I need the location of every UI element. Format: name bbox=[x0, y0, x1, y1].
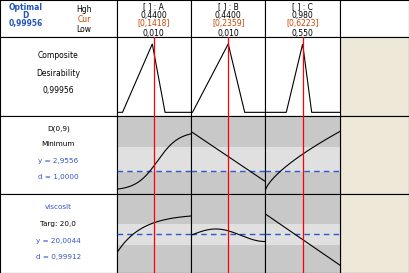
Bar bbox=[191, 224, 265, 245]
Text: [ ] : C: [ ] : C bbox=[292, 2, 313, 11]
Text: y = 20,0044: y = 20,0044 bbox=[36, 238, 81, 244]
Text: 0,4400: 0,4400 bbox=[215, 11, 242, 20]
Text: [ ] : B: [ ] : B bbox=[218, 2, 238, 11]
Text: 0,550: 0,550 bbox=[292, 29, 314, 38]
Text: Optimal: Optimal bbox=[9, 3, 43, 12]
Text: d = 1,0000: d = 1,0000 bbox=[38, 174, 79, 180]
Text: Cur: Cur bbox=[77, 15, 91, 24]
Text: [0,6223]: [0,6223] bbox=[286, 19, 319, 28]
Bar bbox=[265, 147, 340, 172]
Text: [ ] : A: [ ] : A bbox=[143, 2, 164, 11]
Text: d = 0,99912: d = 0,99912 bbox=[36, 254, 81, 260]
Text: Low: Low bbox=[76, 25, 92, 34]
Text: Targ: 20,0: Targ: 20,0 bbox=[40, 221, 76, 227]
Text: Minimum: Minimum bbox=[42, 141, 75, 147]
Text: D: D bbox=[22, 11, 29, 20]
Text: Desirability: Desirability bbox=[36, 69, 80, 78]
Text: viscosit: viscosit bbox=[45, 204, 72, 210]
Text: 0,4400: 0,4400 bbox=[140, 11, 167, 20]
Text: [0,2359]: [0,2359] bbox=[212, 19, 245, 28]
Bar bbox=[117, 147, 191, 172]
Text: 0,99956: 0,99956 bbox=[43, 86, 74, 95]
Text: Hgh: Hgh bbox=[76, 5, 92, 14]
Text: y = 2,9556: y = 2,9556 bbox=[38, 158, 79, 164]
Text: Composite: Composite bbox=[38, 51, 79, 60]
Bar bbox=[265, 224, 340, 245]
Text: [0,1418]: [0,1418] bbox=[137, 19, 170, 28]
Text: D(0,9): D(0,9) bbox=[47, 125, 70, 132]
Bar bbox=[191, 147, 265, 172]
Bar bbox=[117, 224, 191, 245]
Text: 0,980: 0,980 bbox=[292, 11, 314, 20]
Text: 0,010: 0,010 bbox=[217, 29, 239, 38]
Text: 0,010: 0,010 bbox=[143, 29, 165, 38]
Text: 0,99956: 0,99956 bbox=[9, 19, 43, 28]
